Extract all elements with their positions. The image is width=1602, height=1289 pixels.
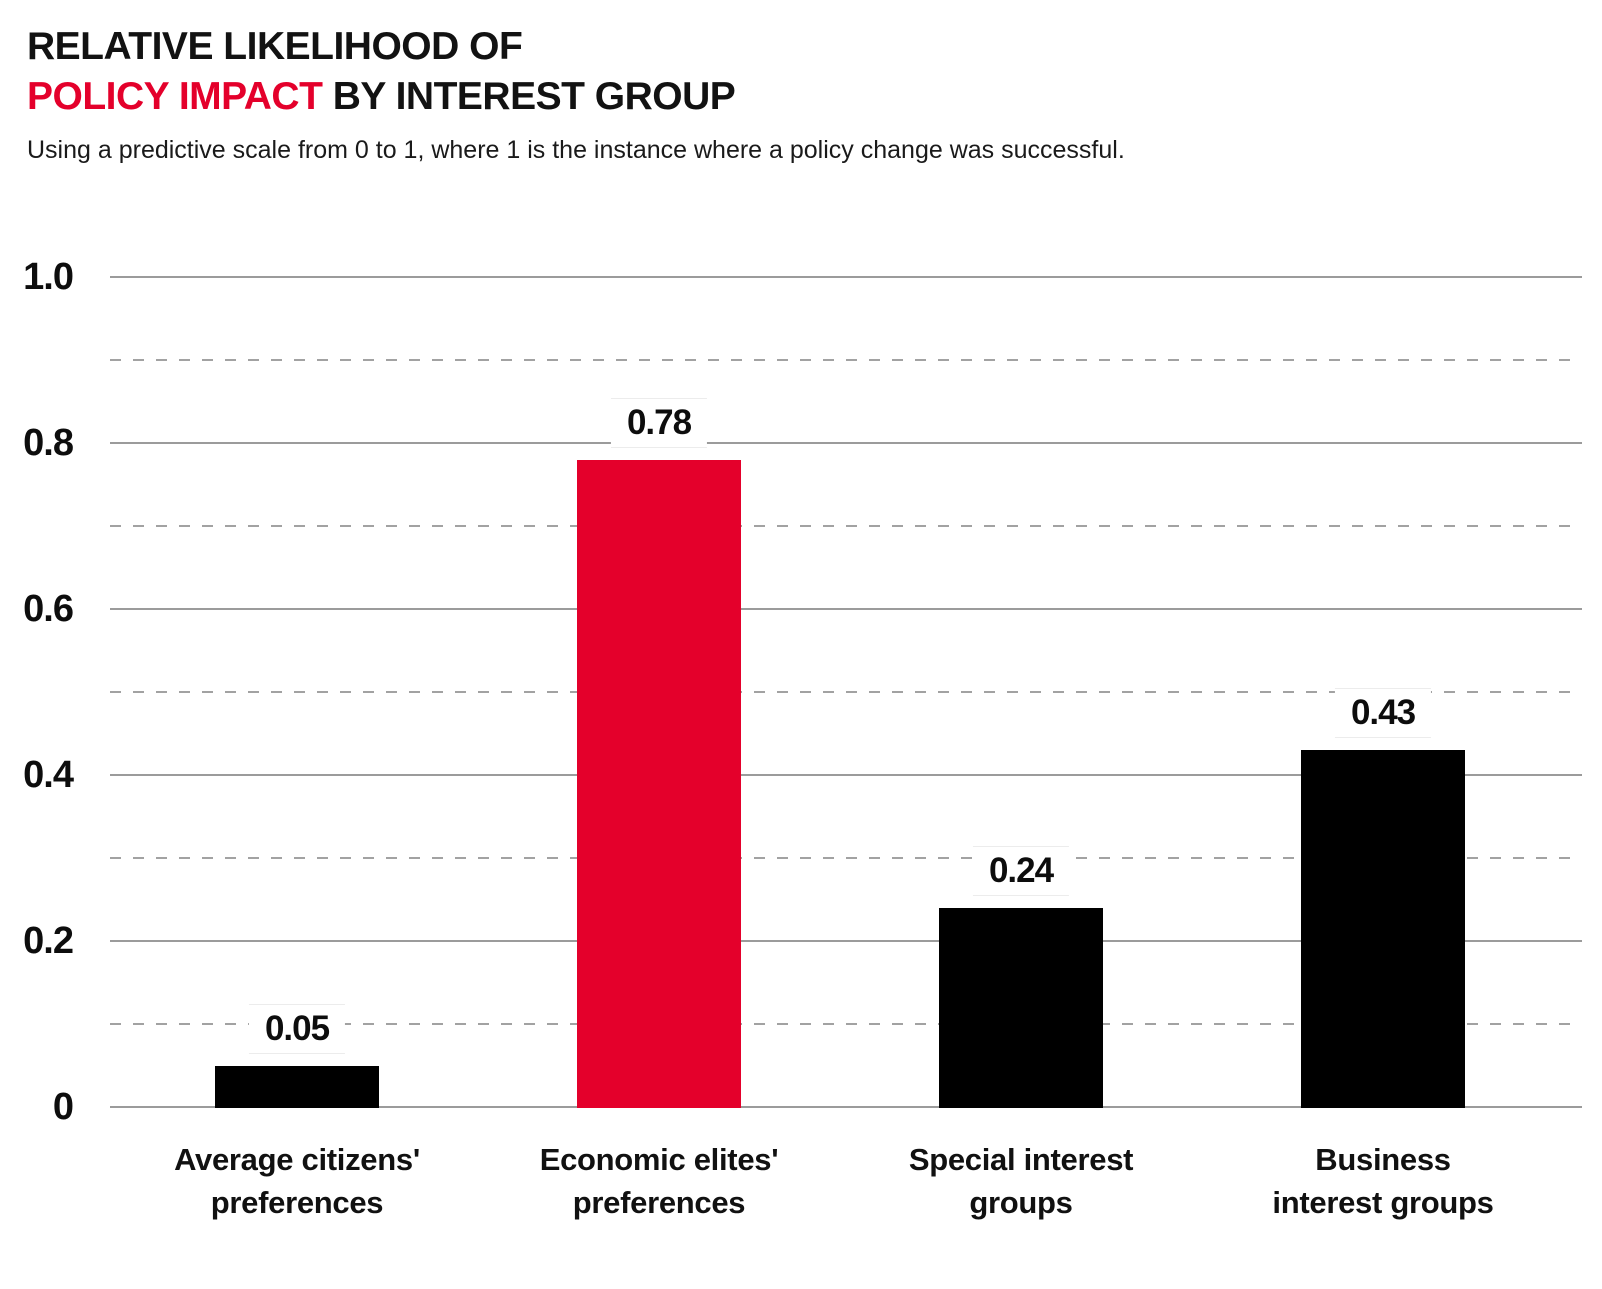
bar-4 [1301,750,1465,1108]
category-label: Business interest groups [1272,1142,1494,1220]
gridline-dashed [110,359,1582,361]
gridline-solid [110,774,1582,776]
y-axis-tick-label: 0.6 [23,588,74,630]
bar-3 [939,907,1103,1108]
gridline-dashed [110,1023,1582,1025]
gridline-dashed [110,857,1582,859]
chart-subtitle: Using a predictive scale from 0 to 1, wh… [27,136,1125,164]
gridline-solid [110,442,1582,444]
gridline-solid [110,1106,1582,1108]
bar-value-label: 0.05 [248,1003,346,1054]
y-axis-tick-label: 1.0 [23,256,74,298]
bar-value-label: 0.24 [972,845,1070,896]
category-label: Average citizens' preferences [174,1142,420,1220]
chart-title-accent: POLICY IMPACT [27,75,323,118]
bar-2 [577,459,741,1108]
gridline-solid [110,608,1582,610]
category-label: Special interest groups [908,1142,1134,1220]
y-axis-tick-label: 0.2 [23,920,74,962]
y-axis-tick-label: 0 [52,1086,74,1128]
gridline-dashed [110,525,1582,527]
chart-title: RELATIVE LIKELIHOOD OF POLICY IMPACT BY I… [27,22,736,122]
chart-title-rest: BY INTEREST GROUP [322,75,736,118]
y-axis-tick-label: 0.8 [23,422,74,464]
category-label: Economic elites' preferences [539,1142,779,1220]
bar-1 [215,1065,379,1108]
bar-value-label: 0.43 [1334,688,1432,739]
chart-title-line1: RELATIVE LIKELIHOOD OF [27,25,523,68]
gridline-dashed [110,691,1582,693]
gridline-solid [110,940,1582,942]
gridline-solid [110,276,1582,278]
y-axis-tick-label: 0.4 [23,754,74,796]
bar-value-label: 0.78 [610,397,708,448]
